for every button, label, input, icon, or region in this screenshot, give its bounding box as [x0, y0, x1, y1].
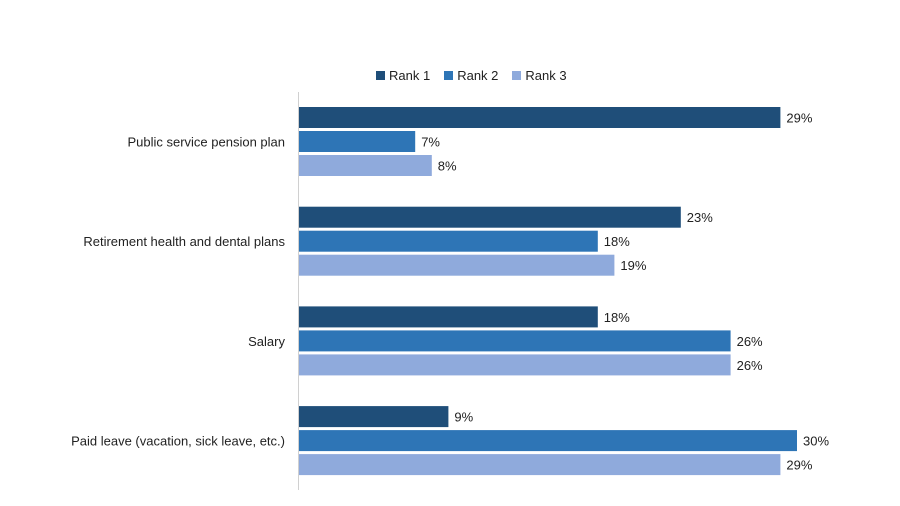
data-label: 19% [620, 258, 646, 273]
data-label: 29% [786, 458, 812, 473]
data-label: 23% [687, 210, 713, 225]
data-label: 26% [737, 358, 763, 373]
bar [299, 230, 598, 252]
bar [299, 354, 731, 376]
bar [299, 206, 681, 228]
data-label: 30% [803, 434, 829, 449]
bar [299, 406, 449, 428]
legend-swatch [512, 71, 522, 80]
data-label: 7% [421, 135, 440, 150]
category-label: Public service pension plan [127, 135, 285, 150]
legend-swatch [376, 71, 385, 80]
category-label: Retirement health and dental plans [83, 234, 285, 249]
data-label: 9% [454, 410, 473, 425]
legend-item: Rank 1 [376, 68, 430, 83]
legend-label: Rank 2 [457, 68, 499, 83]
data-label: 26% [737, 334, 763, 349]
bar [299, 155, 432, 176]
legend: Rank 1 Rank 2 Rank 3 [376, 68, 567, 83]
bar [299, 254, 615, 276]
bar [299, 107, 781, 128]
data-label: 18% [604, 234, 630, 249]
legend-swatch [444, 71, 454, 80]
category-label: Paid leave (vacation, sick leave, etc.) [71, 434, 285, 449]
bar [299, 131, 416, 152]
category-label: Salary [248, 334, 285, 349]
bar [299, 430, 797, 452]
data-label: 18% [604, 310, 630, 325]
bar [299, 330, 731, 352]
data-label: 8% [438, 159, 457, 174]
data-label: 29% [786, 111, 812, 126]
bar [299, 306, 598, 328]
legend-label: Rank 1 [389, 68, 431, 83]
bar [299, 454, 781, 476]
legend-item: Rank 3 [512, 68, 567, 83]
legend-item: Rank 2 [444, 68, 498, 83]
legend-label: Rank 3 [525, 68, 567, 83]
